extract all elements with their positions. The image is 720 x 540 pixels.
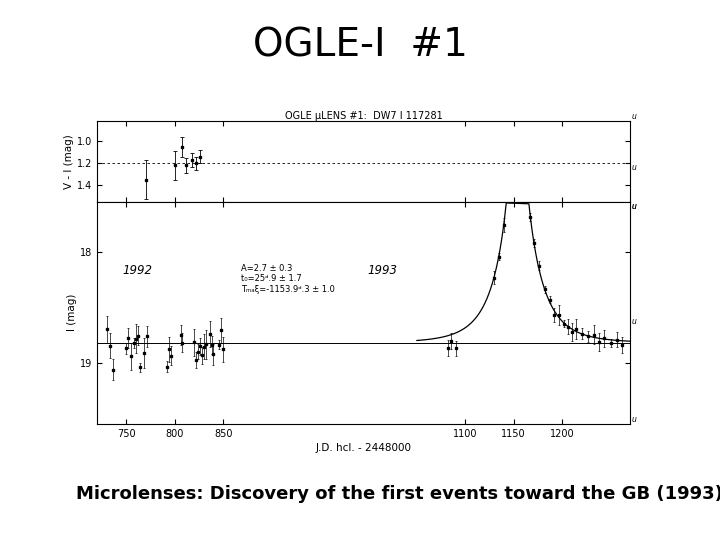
- Text: u: u: [631, 112, 636, 122]
- X-axis label: J.D. hcl. - 2448000: J.D. hcl. - 2448000: [315, 443, 412, 453]
- Text: u: u: [631, 201, 636, 211]
- Text: u: u: [631, 317, 636, 326]
- Y-axis label: V - I (mag): V - I (mag): [64, 134, 74, 189]
- Text: OGLE-I  #1: OGLE-I #1: [253, 27, 467, 65]
- Text: 1993: 1993: [367, 264, 397, 277]
- Y-axis label: I (mag): I (mag): [67, 294, 77, 332]
- Text: 1992: 1992: [122, 264, 152, 277]
- Text: A=2.7 ± 0.3
t₀=25ᵈ.9 ± 1.7
Tₘₐξ=-1153.9ᵈ.3 ± 1.0: A=2.7 ± 0.3 t₀=25ᵈ.9 ± 1.7 Tₘₐξ=-1153.9ᵈ…: [241, 264, 335, 294]
- Text: Microlenses: Discovery of the first events toward the GB (1993).: Microlenses: Discovery of the first even…: [76, 485, 720, 503]
- Text: u: u: [631, 164, 636, 172]
- Text: u: u: [631, 201, 636, 211]
- Text: u: u: [631, 415, 636, 424]
- Title: OGLE μLENS #1:  DW7 I 117281: OGLE μLENS #1: DW7 I 117281: [284, 111, 443, 121]
